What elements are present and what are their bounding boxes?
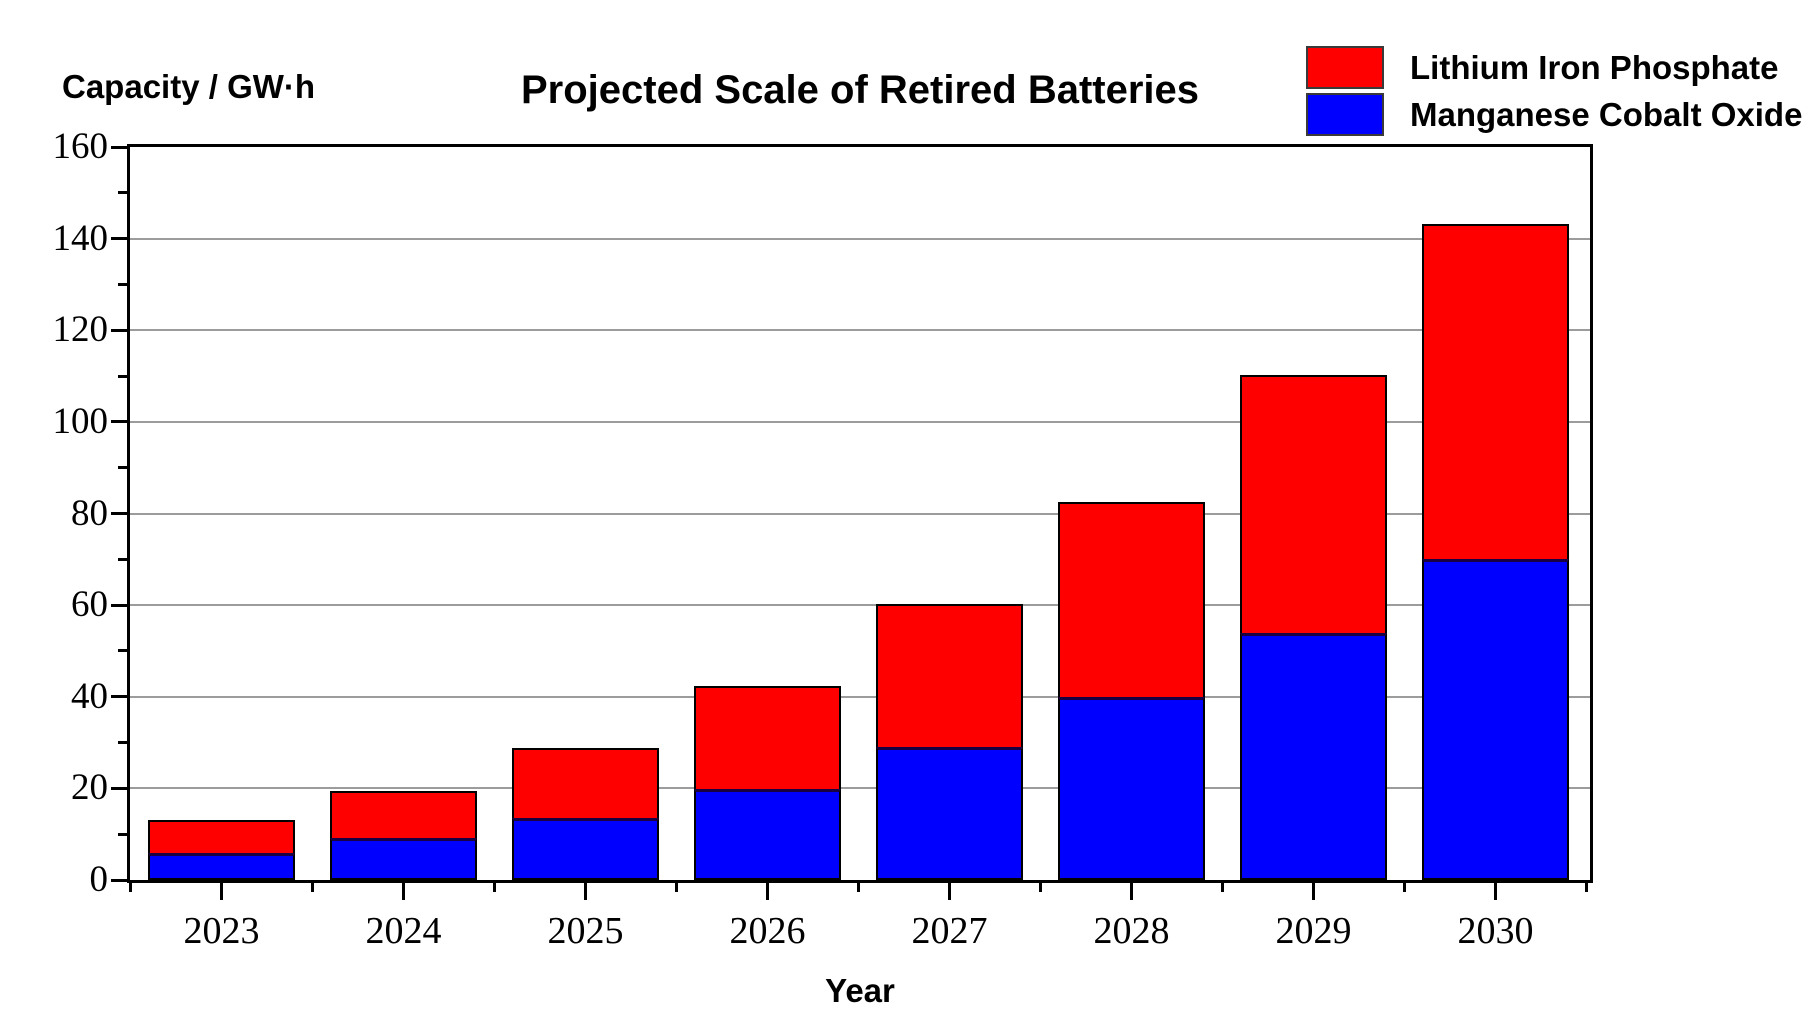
bar-segment-2024-manganese-cobalt-oxide (330, 837, 477, 880)
bar-segment-2028-lithium-iron-phosphate (1058, 502, 1205, 697)
gridline-120 (130, 329, 1590, 332)
y-tick-120 (111, 328, 127, 332)
legend-swatch-blue (1306, 93, 1384, 136)
y-tick-label-160: 160 (52, 126, 109, 167)
gridline-60 (130, 604, 1590, 607)
x-tick-1 (220, 883, 223, 900)
x-tick-9 (948, 883, 951, 900)
y-tick-90 (118, 466, 127, 470)
x-tick-12 (1221, 883, 1224, 892)
x-axis-title: Year (825, 972, 895, 1009)
y-tick-140 (111, 237, 127, 241)
bar-segment-2030-lithium-iron-phosphate (1422, 223, 1569, 560)
y-tick-20 (111, 786, 127, 790)
y-tick-160 (111, 145, 127, 149)
y-tick-50 (118, 649, 127, 653)
x-tick-6 (675, 883, 678, 892)
bar-segment-2026-lithium-iron-phosphate (694, 686, 841, 790)
x-tick-16 (1585, 883, 1588, 892)
bar-segment-2030-manganese-cobalt-oxide (1422, 559, 1569, 880)
x-tick-2 (311, 883, 314, 892)
legend-label: Lithium Iron Phosphate (1410, 48, 1779, 86)
bar-segment-2029-lithium-iron-phosphate (1240, 374, 1387, 633)
y-tick-label-20: 20 (71, 767, 108, 809)
bar-segment-2024-lithium-iron-phosphate (330, 790, 477, 838)
x-tick-0 (129, 883, 132, 892)
x-tick-label-2023: 2023 (183, 910, 260, 952)
bar-segment-2025-manganese-cobalt-oxide (512, 817, 659, 880)
x-tick-label-2027: 2027 (911, 910, 988, 952)
x-tick-15 (1494, 883, 1497, 900)
y-tick-label-100: 100 (52, 400, 109, 442)
y-tick-60 (111, 603, 127, 607)
y-tick-80 (111, 512, 127, 515)
x-tick-4 (493, 883, 496, 892)
y-tick-label-60: 60 (71, 584, 108, 626)
x-tick-8 (857, 883, 860, 892)
x-tick-3 (402, 883, 405, 900)
y-tick-30 (118, 741, 127, 745)
x-tick-label-2028: 2028 (1093, 910, 1170, 952)
y-tick-150 (118, 191, 127, 195)
bar-segment-2028-manganese-cobalt-oxide (1058, 696, 1205, 880)
bar-segment-2026-manganese-cobalt-oxide (694, 789, 841, 880)
x-tick-14 (1403, 883, 1406, 892)
legend-swatch-red (1306, 46, 1384, 89)
gridline-20 (130, 787, 1590, 790)
y-axis-title: Capacity / GW·h (62, 68, 316, 105)
legend-item-manganese-cobalt-oxide: Manganese Cobalt Oxide (1306, 93, 1802, 136)
bar-segment-2023-lithium-iron-phosphate (148, 819, 295, 853)
bar-segment-2025-lithium-iron-phosphate (512, 748, 659, 818)
x-tick-5 (584, 883, 587, 900)
bar-segment-2027-manganese-cobalt-oxide (876, 747, 1023, 880)
y-tick-label-120: 120 (52, 309, 109, 351)
y-tick-0 (111, 878, 127, 882)
legend-label: Manganese Cobalt Oxide (1410, 95, 1803, 133)
legend-item-lithium-iron-phosphate: Lithium Iron Phosphate (1306, 46, 1779, 89)
y-tick-40 (111, 695, 127, 699)
gridline-40 (130, 695, 1590, 698)
y-tick-label-80: 80 (71, 492, 108, 534)
y-tick-70 (118, 557, 127, 561)
x-tick-label-2024: 2024 (365, 910, 442, 952)
y-tick-110 (118, 374, 127, 378)
y-tick-10 (118, 832, 127, 836)
x-tick-label-2026: 2026 (729, 910, 806, 952)
chart-title: Projected Scale of Retired Batteries (520, 68, 1200, 112)
y-tick-100 (111, 420, 127, 424)
y-tick-130 (118, 282, 127, 286)
y-tick-label-0: 0 (89, 859, 109, 900)
x-tick-7 (766, 883, 769, 900)
bar-segment-2029-manganese-cobalt-oxide (1240, 632, 1387, 880)
gridline-140 (130, 237, 1590, 240)
bar-segment-2027-lithium-iron-phosphate (876, 603, 1023, 748)
bar-segment-2023-manganese-cobalt-oxide (148, 852, 295, 880)
x-tick-11 (1130, 883, 1133, 900)
gridline-80 (130, 512, 1590, 515)
gridline-100 (130, 420, 1590, 423)
x-tick-label-2029: 2029 (1275, 910, 1352, 952)
x-tick-label-2030: 2030 (1457, 910, 1534, 952)
x-tick-label-2025: 2025 (547, 910, 624, 952)
x-tick-10 (1039, 883, 1042, 892)
y-tick-label-140: 140 (52, 217, 109, 259)
y-tick-label-40: 40 (71, 675, 108, 717)
x-tick-13 (1312, 883, 1315, 900)
